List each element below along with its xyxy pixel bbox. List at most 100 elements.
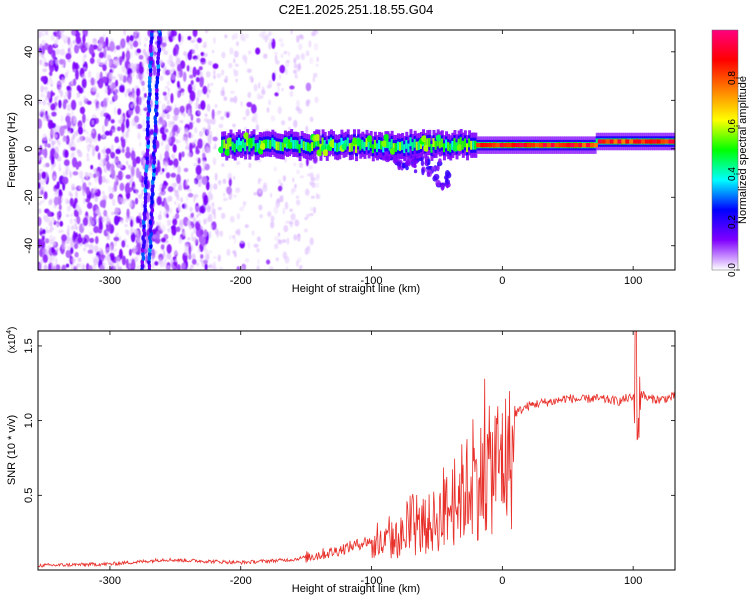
spectrogram-ytick-label: -20: [23, 189, 35, 205]
noise-speck: [248, 162, 252, 169]
noise-speck: [204, 263, 208, 270]
noise-speck: [63, 95, 67, 100]
noise-speck: [120, 122, 125, 133]
noise-speck: [211, 109, 215, 120]
noise-speck: [102, 64, 107, 72]
noise-speck: [192, 217, 197, 225]
noise-speck: [75, 190, 78, 198]
noise-speck: [196, 69, 201, 76]
noise-speck: [48, 199, 53, 206]
noise-speck: [223, 96, 228, 101]
noise-speck: [233, 32, 239, 40]
noise-speck: [105, 96, 109, 103]
noise-speck: [195, 221, 201, 231]
noise-speck: [50, 83, 54, 87]
noise-speck: [116, 262, 120, 269]
noise-speck: [219, 230, 224, 237]
noise-speck: [195, 145, 199, 153]
band-core: [298, 144, 302, 153]
noise-speck: [154, 46, 158, 53]
noise-speck: [130, 258, 136, 270]
noise-speck: [73, 209, 78, 217]
noise-speck: [213, 69, 216, 74]
band-peak: [601, 139, 606, 144]
noise-speck: [171, 153, 175, 160]
noise-speck: [66, 85, 71, 91]
band-blob: [381, 140, 388, 148]
noise-speck: [196, 89, 202, 98]
noise-speck: [192, 48, 196, 55]
noise-speck: [186, 237, 191, 241]
noise-speck: [218, 123, 224, 129]
noise-speck: [39, 230, 43, 236]
noise-speck: [206, 202, 210, 208]
noise-speck: [212, 265, 217, 270]
noise-speck: [141, 189, 144, 196]
noise-speck: [299, 33, 303, 38]
noise-speck: [258, 204, 263, 211]
noise-speck: [183, 127, 189, 134]
noise-speck: [164, 85, 169, 90]
noise-speck: [117, 170, 123, 181]
noise-speck: [129, 34, 134, 42]
noise-speck: [126, 160, 129, 166]
noise-speck: [208, 89, 211, 94]
noise-speck: [308, 165, 314, 170]
noise-speck: [233, 95, 238, 104]
noise-speck: [217, 254, 221, 262]
noise-speck: [121, 65, 126, 73]
noise-speck: [141, 72, 145, 80]
spread-speck: [433, 173, 440, 181]
noise-speck: [189, 74, 194, 79]
noise-speck: [71, 257, 76, 264]
noise-speck: [84, 171, 89, 178]
noise-speck: [118, 248, 123, 260]
noise-speck: [42, 99, 47, 106]
noise-speck: [268, 42, 272, 50]
band-peak: [625, 139, 630, 144]
noise-speck: [90, 87, 94, 92]
noise-speck: [95, 195, 99, 203]
noise-speck: [165, 165, 168, 172]
band-blob: [236, 144, 243, 152]
noise-speck: [124, 91, 128, 98]
band-core: [378, 140, 382, 149]
noise-speck: [41, 149, 45, 156]
band-blob: [243, 132, 250, 140]
noise-speck: [86, 152, 89, 159]
band-peak: [538, 142, 543, 148]
band-blob: [316, 149, 323, 157]
band-core: [277, 141, 281, 151]
noise-speck: [165, 172, 171, 179]
band-core: [417, 141, 421, 150]
noise-speck: [188, 131, 192, 139]
noise-speck: [271, 72, 276, 82]
snr-content: [38, 331, 675, 568]
noise-speck: [65, 213, 70, 218]
band-peak: [609, 139, 614, 144]
spread-speck: [413, 160, 419, 165]
band-core: [290, 137, 294, 147]
band-peak: [656, 139, 661, 144]
band-blob: [356, 138, 363, 146]
noise-speck: [53, 175, 56, 180]
noise-speck: [40, 53, 45, 59]
band-peak: [578, 142, 583, 148]
noise-speck: [234, 229, 240, 235]
band-core: [321, 137, 325, 147]
noise-speck: [304, 216, 308, 221]
band-core: [415, 141, 419, 151]
noise-speck: [199, 205, 206, 214]
band-blob: [224, 148, 231, 156]
noise-speck: [206, 103, 211, 112]
band-core: [390, 139, 394, 148]
noise-speck: [210, 117, 216, 125]
noise-speck: [164, 69, 171, 76]
noise-speck: [297, 257, 302, 263]
noise-speck: [72, 230, 76, 242]
band-core: [595, 138, 599, 145]
noise-speck: [38, 118, 43, 130]
noise-speck: [171, 30, 177, 37]
noise-speck: [189, 206, 193, 212]
noise-speck: [270, 215, 275, 223]
